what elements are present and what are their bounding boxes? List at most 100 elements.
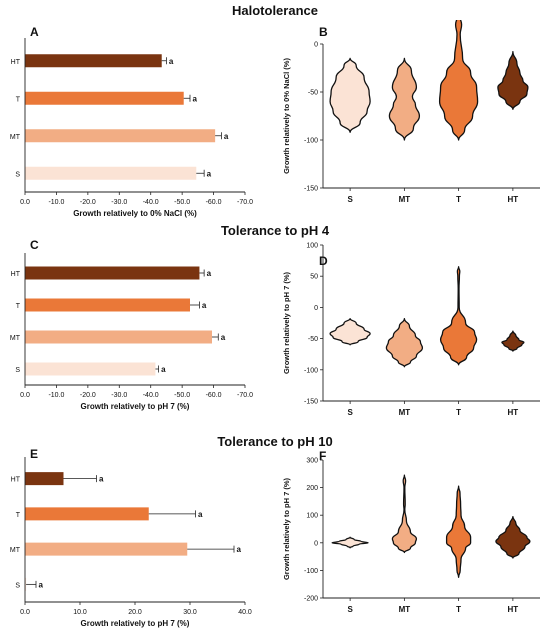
panel-d-y-tick-label: -50: [308, 336, 318, 343]
panel-c-category-label-ht: HT: [11, 271, 21, 278]
panel-d-y-axis-title: Growth relatively to pH 7 (%): [282, 271, 291, 374]
panel-c-x-tick-label: -70.0: [237, 392, 253, 399]
panel-a-bar-chart: Aa HT a Ta MT a S 0.0 -10.0 -20.0 -30.0 -40.0 -50.0 -…: [10, 25, 253, 218]
panel-e-sig-label-s: a: [39, 580, 44, 589]
panel-b-violin-ht: [497, 51, 529, 110]
panel-e-x-tick-label: 30.0: [183, 609, 197, 616]
panel-c-sig-label-mt: a: [221, 333, 226, 342]
panel-f-violin-t: [445, 485, 472, 578]
panel-e-bar-s: [25, 577, 27, 591]
panel-c-x-axis-title: Growth relatively to pH 7 (%): [81, 402, 190, 411]
panel-c-category-label-mt: MT: [10, 335, 21, 342]
panel-f-violin-ht: [495, 515, 531, 559]
panel-d-y-tick-label: 100: [306, 243, 318, 250]
panel-c-bar-ht: [25, 266, 200, 280]
panel-f-y-tick-label: 0: [314, 540, 318, 547]
panel-c-bar-mt: [25, 330, 212, 344]
panel-b-violin-chart: B0 -50 -100 -150 Growth relatively to 0% NaC…: [282, 20, 540, 204]
panel-c-bar-t: [25, 298, 190, 312]
panel-f-y-tick-label: 200: [306, 485, 318, 492]
panel-c-x-tick-label: -10.0: [48, 392, 64, 399]
panel-a-category-label-t: T: [16, 96, 21, 103]
panel-c-x-tick-label: -20.0: [80, 392, 96, 399]
panel-c-x-tick-label: -30.0: [111, 392, 127, 399]
panel-a-sig-label-s: a: [207, 169, 212, 178]
panel-c-x-tick-label: -60.0: [206, 392, 222, 399]
panel-d-letter: D: [319, 254, 328, 268]
panel-a-sig-label-mt: a: [224, 132, 229, 141]
panel-e-x-axis-title: Growth relatively to pH 7 (%): [81, 619, 190, 628]
panel-a-x-tick-label: -60.0: [206, 199, 222, 206]
panel-a-x-tick-label: -40.0: [143, 199, 159, 206]
panel-e-letter: E: [30, 448, 38, 461]
panel-d-violin-chart: D100 50 0 -50 -100 -150 Growth relatively to p…: [282, 243, 540, 417]
panel-b-category-label-t: T: [456, 195, 461, 204]
panel-a-x-tick-label: -30.0: [111, 199, 127, 206]
panel-f-violin-s: [331, 536, 369, 549]
panel-a-x-tick-label: -20.0: [80, 199, 96, 206]
panel-b-violin-t: [438, 20, 479, 141]
panel-b-category-label-ht: HT: [508, 195, 519, 204]
panel-f-violin-mt: [391, 474, 418, 554]
panel-e-category-label-mt: MT: [10, 547, 21, 554]
panel-a-bar-s: [25, 166, 197, 180]
panel-c-category-label-t: T: [16, 303, 21, 310]
panel-e-bar-t: [25, 507, 149, 521]
panel-a-x-tick-label: 0.0: [20, 199, 30, 206]
panel-c-sig-label-s: a: [161, 365, 166, 374]
panel-f-letter: F: [319, 449, 326, 463]
panel-a-x-tick-label: -10.0: [48, 199, 64, 206]
panel-d-category-label-ht: HT: [508, 408, 519, 417]
panel-f-category-label-mt: MT: [399, 605, 411, 614]
panel-f-y-tick-label: -200: [304, 596, 318, 603]
panel-a-x-tick-label: -50.0: [174, 199, 190, 206]
ph4-title: Tolerance to pH 4: [220, 223, 330, 238]
panel-e-sig-label-mt: a: [237, 545, 242, 554]
panel-a-bar-mt: [25, 129, 216, 143]
panel-e-category-label-ht: HT: [11, 477, 21, 484]
panel-d-violin-t: [439, 266, 478, 366]
panel-e-x-tick-label: 40.0: [238, 609, 252, 616]
panel-d-category-label-t: T: [456, 408, 461, 417]
panel-b-y-axis-title: Growth relatively to 0% NaCl (%): [282, 58, 291, 174]
panel-d-y-tick-label: -150: [304, 399, 318, 406]
panel-c-x-tick-label: -50.0: [174, 392, 190, 399]
halotolerance-title: Halotolerance: [232, 3, 318, 18]
panel-e-x-tick-label: 20.0: [128, 609, 142, 616]
panel-e-sig-label-t: a: [198, 510, 203, 519]
panel-c-bar-chart: Ca HT a Ta MT a S 0.0 -10.0 -20.0 -30.0 -40.0 -50.0 -…: [10, 238, 253, 411]
ph10-title: Tolerance to pH 10: [217, 434, 333, 449]
panel-b-category-label-s: S: [347, 195, 353, 204]
panel-a-x-tick-label: -70.0: [237, 199, 253, 206]
panel-b-y-tick-label: -100: [304, 138, 318, 145]
panel-f-y-axis-title: Growth relatively to pH 7 (%): [282, 477, 291, 580]
panel-e-x-tick-label: 10.0: [73, 609, 87, 616]
panel-a-category-label-ht: HT: [11, 59, 21, 66]
panel-b-violin-mt: [388, 57, 421, 141]
panel-d-y-tick-label: 50: [310, 274, 318, 281]
panel-e-bar-chart: Ea HT a Ta MT a S 0.0 10.0 20.0 30.0 40.0 Growth rel…: [10, 448, 252, 628]
panel-e-bar-mt: [25, 542, 188, 556]
panel-a-letter: A: [30, 25, 39, 39]
panel-c-category-label-s: S: [15, 367, 20, 374]
panel-e-bar-ht: [25, 472, 64, 486]
panel-d-category-label-s: S: [347, 408, 353, 417]
panel-f-y-tick-label: -100: [304, 568, 318, 575]
panel-e-category-label-t: T: [16, 512, 21, 519]
panel-d-violin-ht: [501, 330, 525, 352]
panel-b-letter: B: [319, 25, 328, 39]
panel-e-sig-label-ht: a: [99, 475, 104, 484]
panel-c-sig-label-ht: a: [207, 269, 212, 278]
panel-f-y-tick-label: 100: [306, 513, 318, 520]
panel-d-violin-mt: [385, 317, 424, 368]
panel-d-violin-s: [329, 317, 371, 346]
panel-c-letter: C: [30, 238, 39, 252]
panel-b-y-tick-label: 0: [314, 42, 318, 49]
panel-b-y-tick-label: -150: [304, 186, 318, 193]
panel-a-sig-label-t: a: [193, 94, 198, 103]
panel-a-x-axis-title: Growth relatively to 0% NaCl (%): [73, 209, 197, 218]
panel-f-y-tick-label: 300: [306, 458, 318, 465]
panel-e-x-tick-label: 0.0: [20, 609, 30, 616]
